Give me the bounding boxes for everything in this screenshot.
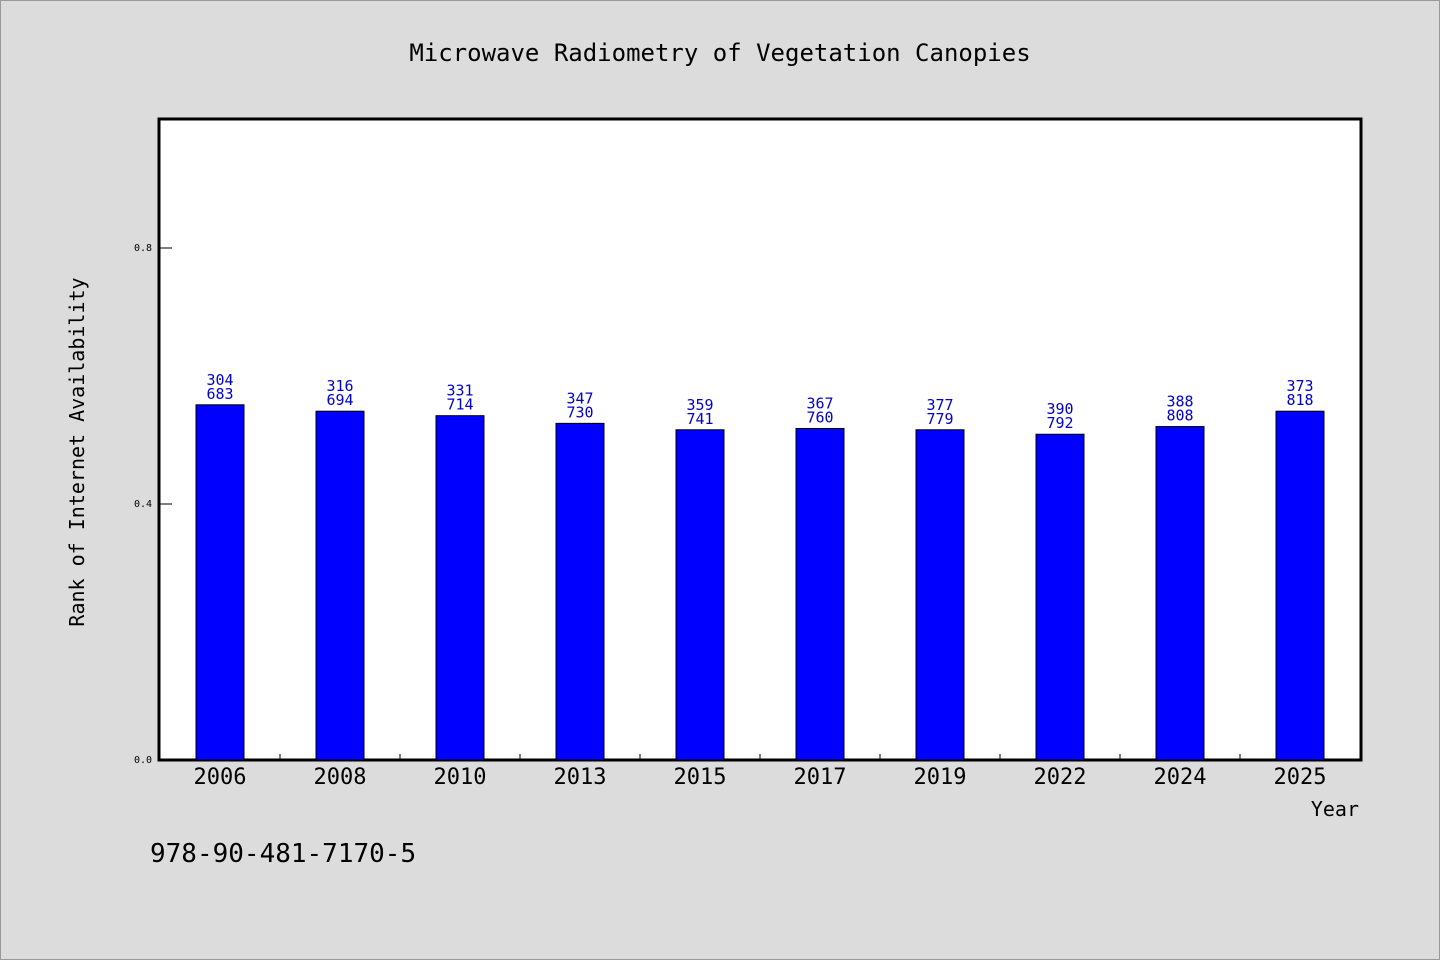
x-tick-label: 2025 — [1274, 765, 1327, 790]
bar-label-lower: 694 — [326, 391, 353, 409]
bar-label-lower: 741 — [686, 410, 713, 428]
bar-label-lower: 714 — [446, 396, 473, 414]
bar-2019 — [915, 429, 965, 761]
bar-label-lower: 760 — [806, 408, 833, 426]
x-axis-label: Year — [1311, 797, 1359, 821]
bar-label-lower: 683 — [206, 385, 233, 403]
bar-label-upper: 373 — [1286, 377, 1313, 395]
x-tick-label: 2019 — [914, 765, 967, 790]
x-tick-label: 2024 — [1154, 765, 1207, 790]
bar-2022 — [1035, 433, 1085, 761]
bar-label-upper: 331 — [446, 382, 473, 400]
bar-label-upper: 316 — [326, 377, 353, 395]
bar-label-lower: 792 — [1046, 414, 1073, 432]
bar-label-upper: 388 — [1166, 393, 1193, 411]
x-tick-label: 2010 — [434, 765, 487, 790]
bar-label-lower: 779 — [926, 410, 953, 428]
bar-2010 — [435, 415, 485, 761]
x-tick-label: 2022 — [1034, 765, 1087, 790]
bar-label-upper: 390 — [1046, 400, 1073, 418]
y-tick-label: 0.8 — [134, 243, 152, 254]
bar-label-upper: 304 — [206, 371, 233, 389]
bar-2015 — [675, 429, 725, 761]
isbn-text: 978-90-481-7170-5 — [150, 839, 416, 869]
x-tick-label: 2006 — [194, 765, 247, 790]
bar-label-lower: 730 — [566, 403, 593, 421]
y-axis-label: Rank of Internet Availability — [65, 277, 89, 626]
x-tick-label: 2015 — [674, 765, 727, 790]
bar-label-upper: 347 — [566, 389, 593, 407]
bar-label-upper: 377 — [926, 396, 953, 414]
chart-title: Microwave Radiometry of Vegetation Canop… — [409, 39, 1030, 67]
bar-2024 — [1155, 426, 1205, 761]
bar-2008 — [315, 410, 365, 761]
bar-2025 — [1275, 410, 1325, 761]
bar-label-lower: 808 — [1166, 407, 1193, 425]
y-axis-ticks: 0.0 0.4 0.8 — [134, 243, 172, 766]
bar-2006 — [195, 404, 245, 761]
x-axis-ticks: 2006 2008 2010 2013 2015 2017 2019 2022 2024 2025 — [194, 754, 1327, 790]
y-tick-label: 0.0 — [134, 755, 152, 766]
bars — [195, 404, 1325, 761]
bar-label-upper: 367 — [806, 394, 833, 412]
bar-2017 — [795, 427, 845, 761]
x-tick-label: 2008 — [314, 765, 367, 790]
bar-label-upper: 359 — [686, 396, 713, 414]
y-tick-label: 0.4 — [134, 499, 152, 510]
x-tick-label: 2017 — [794, 765, 847, 790]
x-tick-label: 2013 — [554, 765, 607, 790]
bar-label-lower: 818 — [1286, 391, 1313, 409]
bar-2013 — [555, 422, 605, 761]
